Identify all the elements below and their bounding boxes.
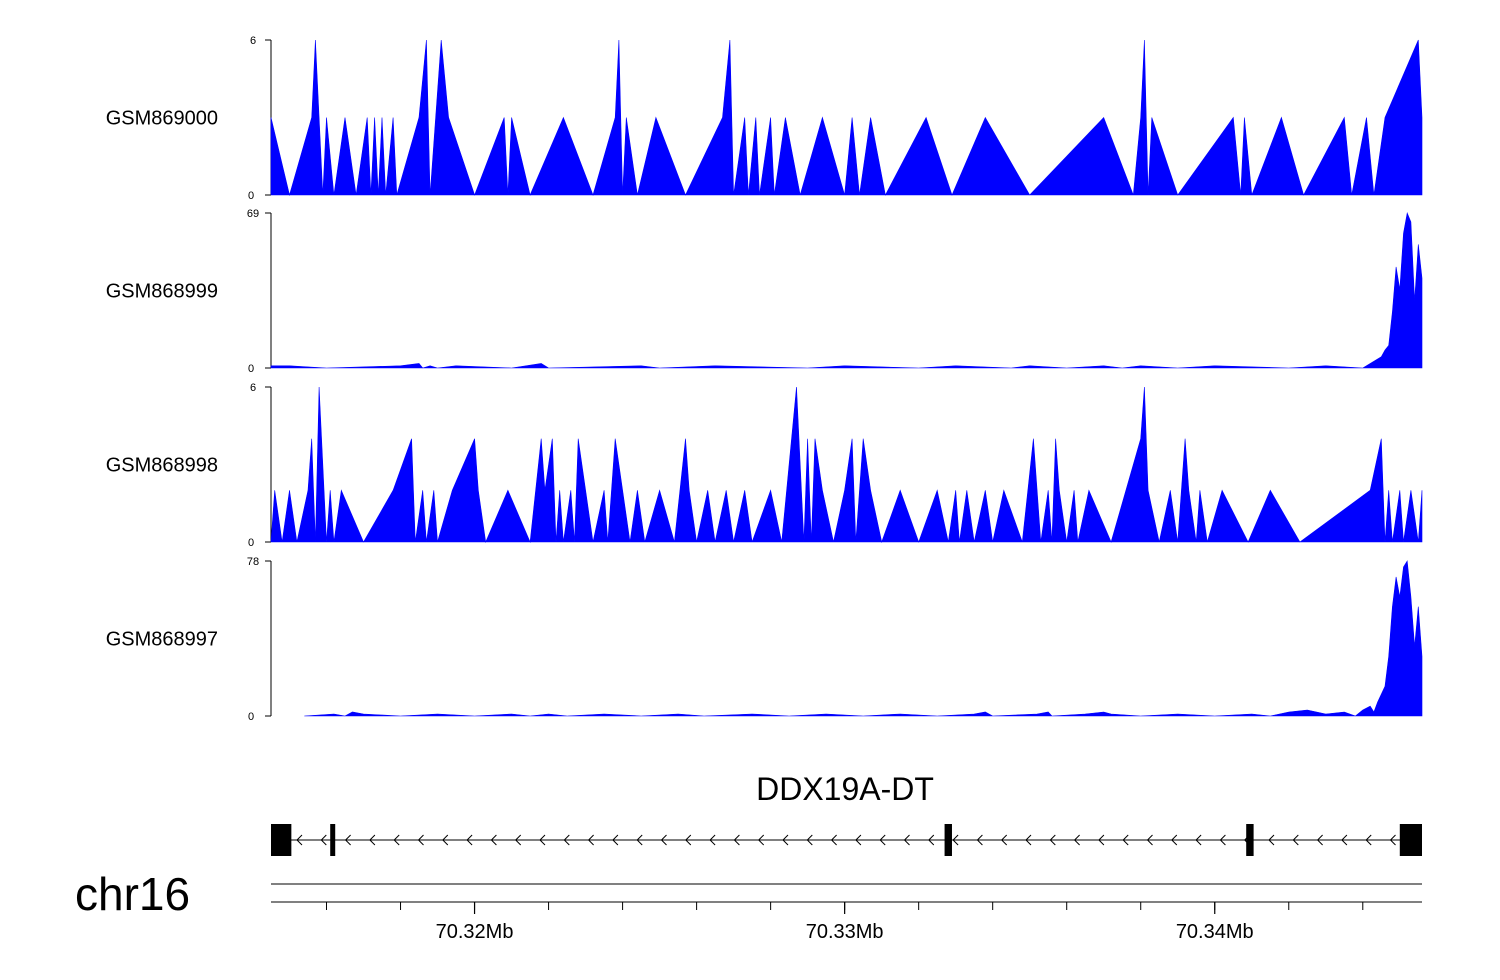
strand-arrow [879,834,886,846]
track-gsm868999: GSM868999 69 0 [106,208,1423,375]
axis-tick-label: 70.33Mb [806,921,884,943]
y-tick-label-max: 6 [250,382,256,394]
signal-area [270,211,1423,369]
gene-track: DDX19A-DT [271,771,1422,856]
track-gsm868997: GSM868997 78 0 [106,556,1423,723]
strand-arrow [1292,834,1299,846]
strand-arrow [830,834,837,846]
strand-arrow [587,834,594,846]
strand-arrow [1122,834,1129,846]
strand-arrow [369,834,376,846]
strand-arrow [1219,834,1226,846]
signal-area [270,39,1423,197]
strand-arrow [855,834,862,846]
y-tick-label-max: 78 [247,556,259,568]
strand-arrow [806,834,813,846]
strand-arrow [1268,834,1275,846]
strand-arrow [952,834,959,846]
strand-arrow [1341,834,1348,846]
gene-name: DDX19A-DT [756,771,934,807]
strand-arrow [296,834,303,846]
strand-arrow [1025,834,1032,846]
strand-arrow [733,834,740,846]
strand-arrows [296,834,1396,846]
y-tick-label-max: 6 [250,35,256,47]
y-tick-label-min: 0 [248,537,254,549]
y-tick-label-min: 0 [248,711,254,723]
strand-arrow [1000,834,1008,846]
strand-arrow [1389,834,1396,846]
strand-arrow [514,834,522,846]
strand-arrow [1049,834,1056,846]
track-label: GSM868997 [106,629,218,651]
strand-arrow [757,834,765,846]
strand-arrow [1316,834,1323,846]
strand-arrow [709,834,716,846]
track-label: GSM868999 [106,281,218,303]
signal-area [270,386,1423,544]
exon-4 [1246,824,1254,856]
strand-arrow [636,834,643,846]
strand-arrow [563,834,570,846]
strand-arrow [685,834,692,846]
strand-arrow [1171,834,1178,846]
strand-arrow [466,834,473,846]
strand-arrow [976,834,983,846]
track-label: GSM868998 [106,455,218,477]
chromosome-label: chr16 [75,868,190,920]
track-label: GSM869000 [106,108,218,130]
strand-arrow [442,834,449,846]
strand-arrow [928,834,935,846]
strand-arrow [1365,834,1372,846]
track-gsm869000: GSM869000 6 0 [106,35,1423,202]
strand-arrow [490,834,497,846]
y-tick-label-min: 0 [248,190,254,202]
strand-arrow [612,834,619,846]
y-tick-label-max: 69 [247,208,259,220]
strand-arrow [539,834,546,846]
exon-1 [271,824,292,856]
strand-arrow [417,834,424,846]
strand-arrow [1195,834,1202,846]
axis-tick-label: 70.34Mb [1176,921,1254,943]
signal-tracks: GSM86900060GSM868999690GSM86899860GSM868… [106,35,1423,723]
axis-tick-label: 70.32Mb [436,921,514,943]
exon-2 [330,824,336,856]
strand-arrow [903,834,910,846]
genome-axis: chr16 70.32Mb 70.33Mb 70.34Mb [75,868,1422,943]
strand-arrow [1073,834,1080,846]
strand-arrow [320,834,327,846]
y-tick-label-min: 0 [248,363,254,375]
exon-3 [944,824,952,856]
track-gsm868998: GSM868998 6 0 [106,382,1423,549]
signal-area [304,560,1423,717]
strand-arrow [344,834,351,846]
strand-arrow [660,834,667,846]
strand-arrow [782,834,789,846]
strand-arrow [1146,834,1153,846]
strand-arrow [393,834,400,846]
strand-arrow [1098,834,1105,846]
exon-5 [1399,824,1422,856]
